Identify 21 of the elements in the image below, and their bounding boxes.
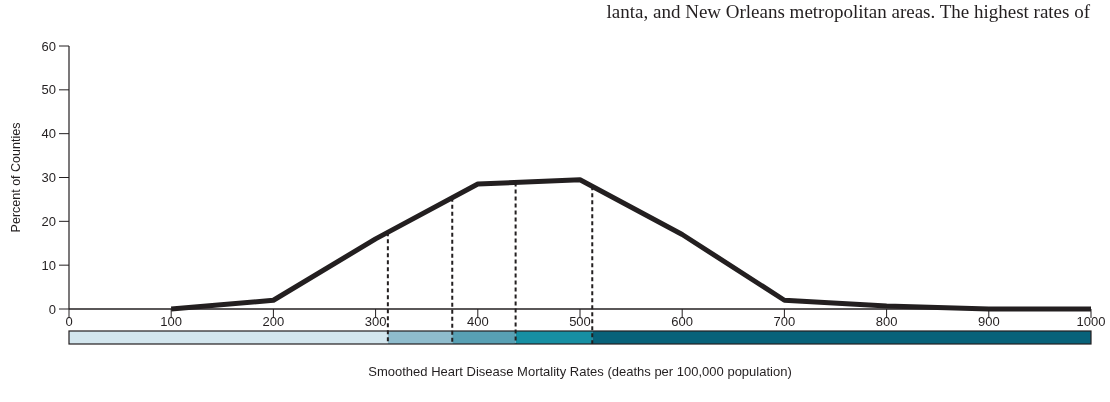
- x-tick-label: 800: [875, 314, 898, 329]
- x-tick-label: 300: [364, 314, 387, 329]
- x-tick-label: 400: [466, 314, 489, 329]
- x-tick-label: 100: [160, 314, 183, 329]
- y-tick-label: 0: [48, 301, 56, 317]
- text: lanta, and New Orleans metropolitan areas. The highest rates of: [606, 1, 1091, 22]
- y-tick-label: 60: [41, 38, 56, 54]
- y-tick-label: 50: [41, 82, 56, 98]
- x-tick-label: 1000: [1076, 314, 1106, 329]
- y-axis-title: Percent of Counties: [9, 122, 23, 233]
- x-tick-label: 0: [65, 314, 73, 329]
- x-tick-label: 500: [569, 314, 591, 329]
- x-tick-label: 900: [977, 314, 1000, 329]
- x-tick-label: 600: [671, 314, 694, 329]
- x-tick-label: 200: [262, 314, 285, 329]
- x-axis-title: Smoothed Heart Disease Mortality Rates (deaths per 100,000 population): [368, 364, 792, 379]
- y-tick-label: 40: [41, 126, 56, 142]
- y-tick-label: 30: [41, 170, 56, 186]
- y-tick-label: 20: [41, 213, 56, 229]
- y-tick-label: 10: [41, 257, 56, 273]
- x-tick-label: 700: [773, 314, 796, 329]
